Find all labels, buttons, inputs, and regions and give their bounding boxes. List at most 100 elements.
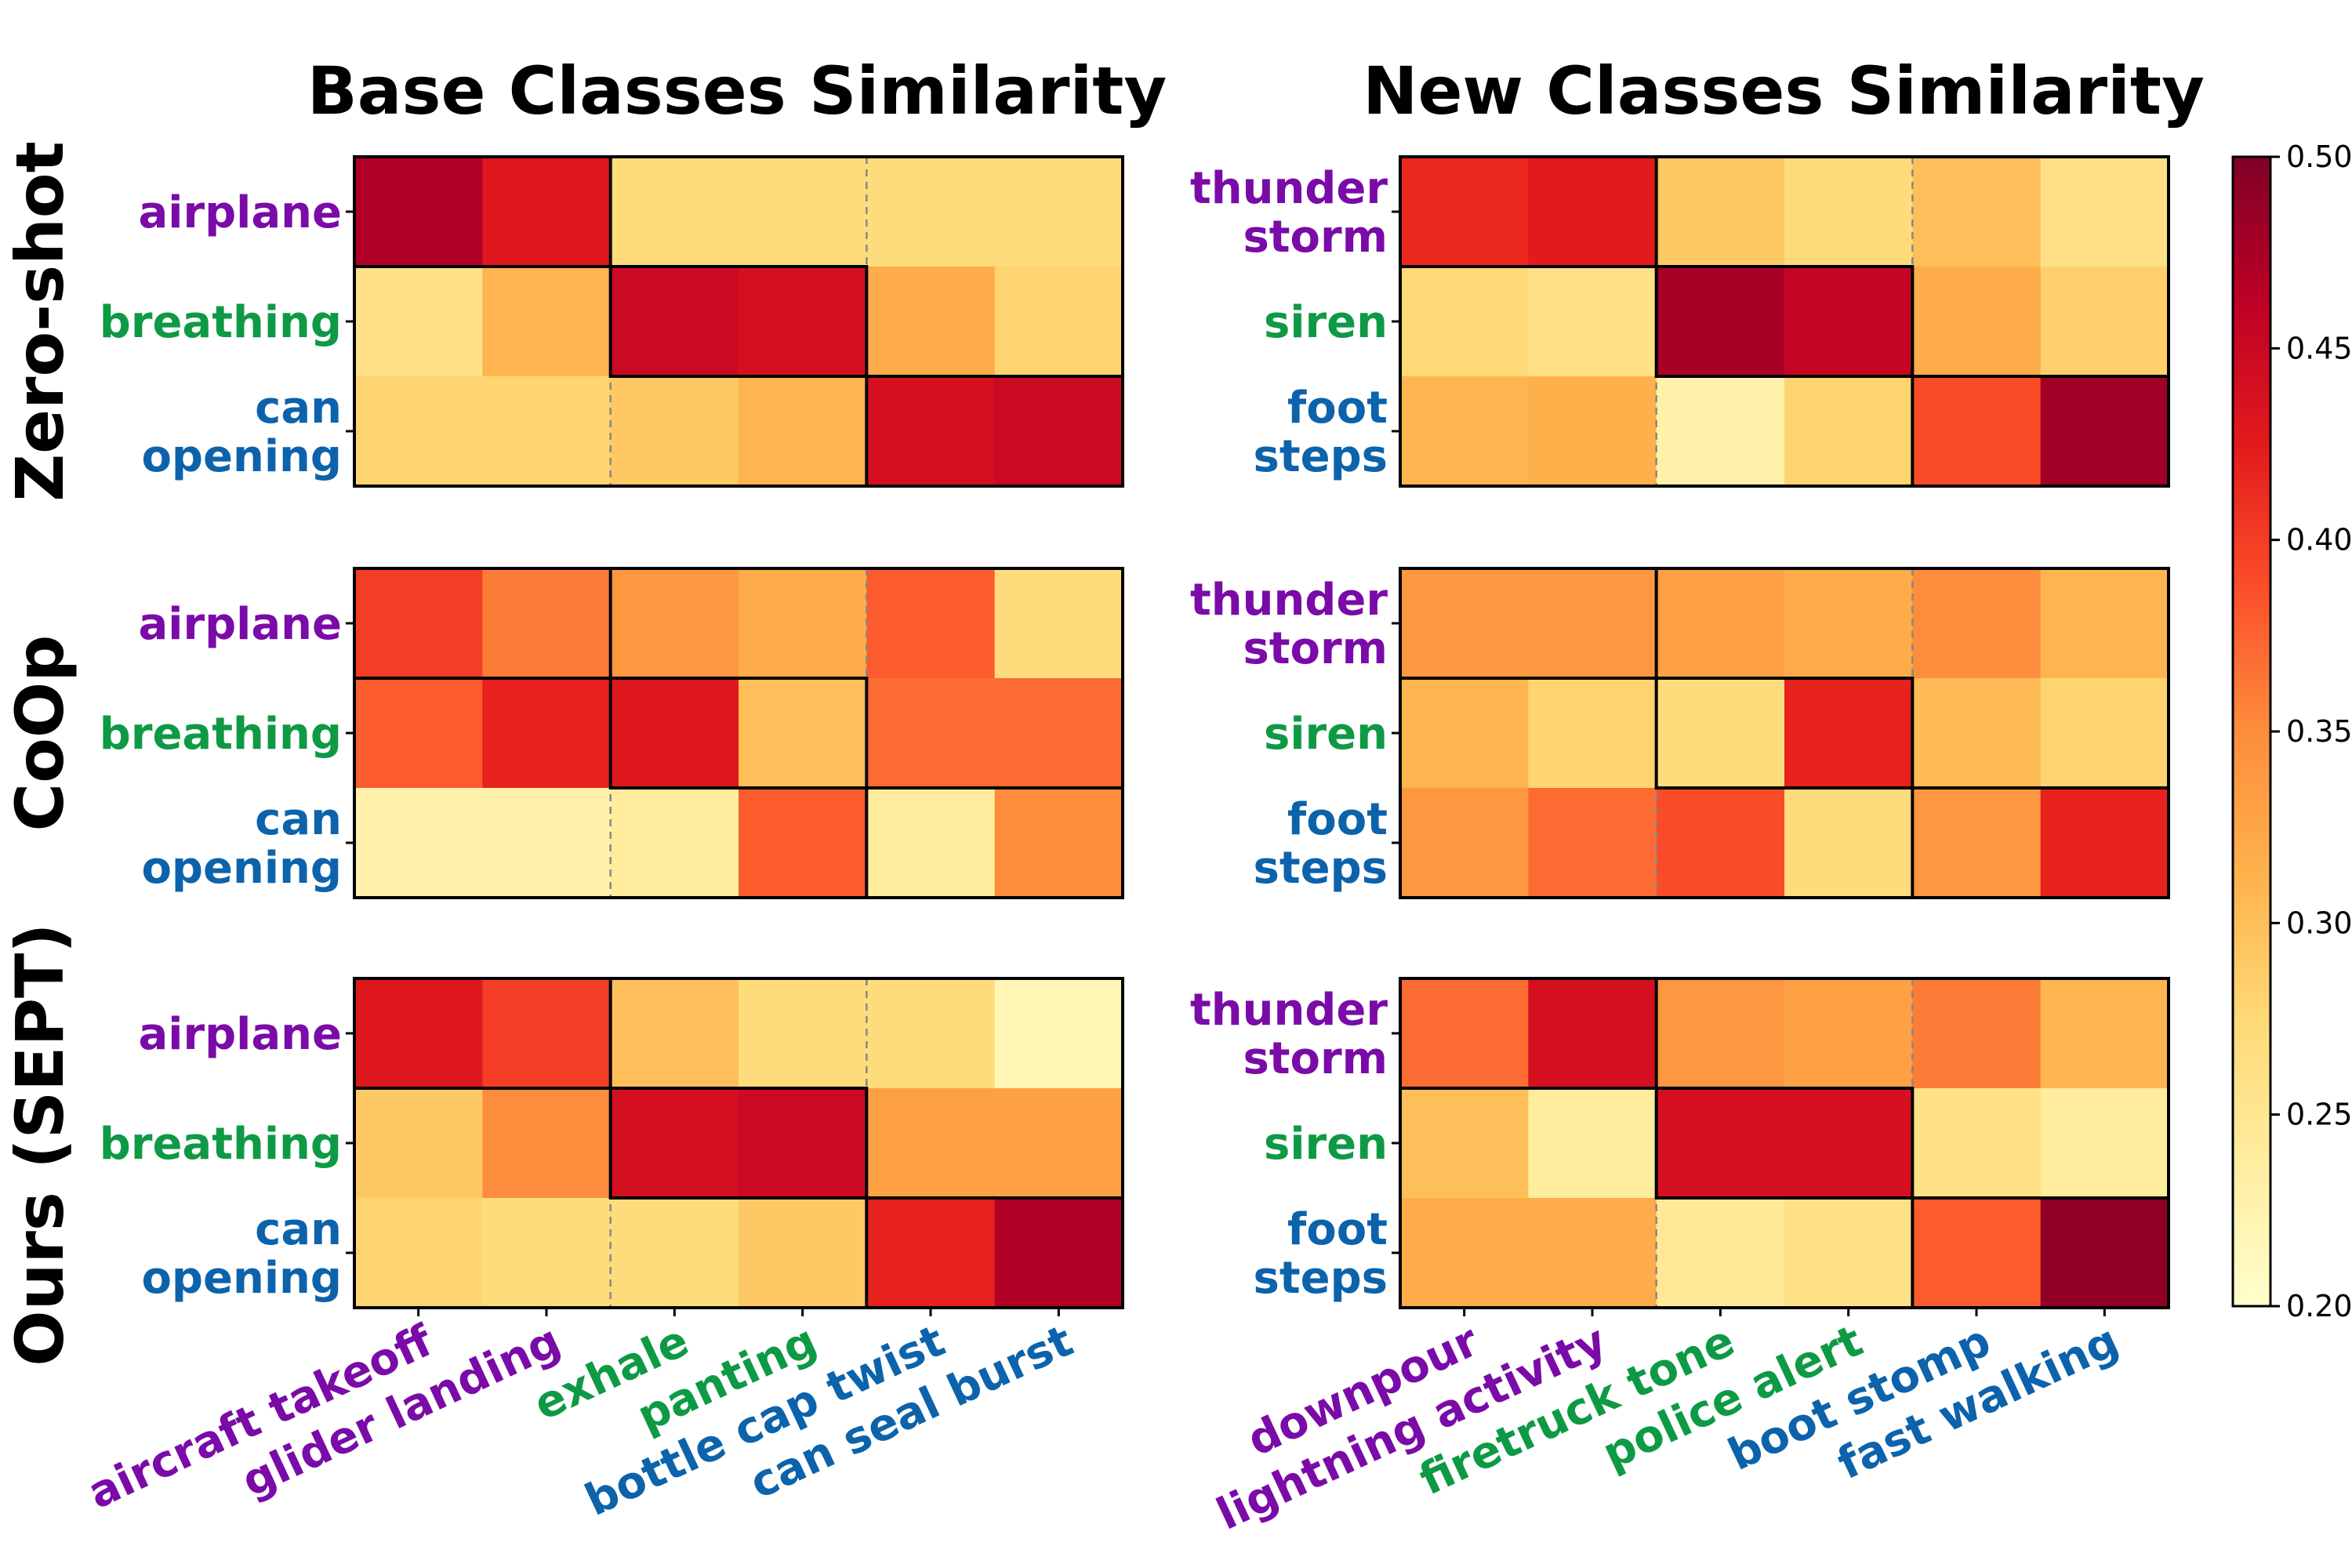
heatmap-base-1: airplane breathing can opening (100, 155, 1125, 488)
row-label-line: airplane (138, 187, 342, 238)
group-highlight-box (1654, 1087, 1915, 1200)
heatmap-cell (866, 568, 996, 679)
row-label: thunder storm (1190, 575, 1388, 674)
row-label: foot steps (1254, 383, 1388, 482)
heatmap-cell (482, 267, 612, 377)
row-label: foot steps (1254, 794, 1388, 894)
row-label-line: can (255, 383, 342, 434)
heatmap-cell (994, 157, 1123, 267)
row-label: breathing (100, 297, 342, 348)
heatmap-cell (482, 157, 612, 267)
heatmap-cell (1912, 678, 2042, 789)
heatmap-cell (610, 267, 739, 377)
heatmap-cell (1528, 678, 1657, 789)
row-label-line: storm (1243, 623, 1388, 674)
row-label-line: breathing (100, 709, 342, 760)
method-label-coop: CoOp (2, 635, 78, 832)
heatmap-cell (482, 1198, 612, 1308)
panel-title-new: New Classes Similarity (1363, 53, 2205, 129)
row-label-line: foot (1287, 1204, 1388, 1255)
colorbar: 0.20 0.25 0.30 0.35 0.40 0.45 0.50 (2231, 140, 2352, 1323)
row-label: siren (1264, 709, 1388, 760)
heatmap-cell (994, 1198, 1123, 1308)
heatmap-cell (1656, 376, 1785, 487)
row-label-line: breathing (100, 1119, 342, 1170)
row-label-line: can (255, 1204, 342, 1255)
row-label-line: siren (1264, 297, 1388, 348)
row-label: can opening (141, 794, 342, 894)
group-highlight-box (1654, 265, 1915, 378)
heatmap-cell (1656, 1198, 1785, 1308)
row-label-line: airplane (138, 599, 342, 650)
heatmap-cell (1784, 267, 1913, 377)
heatmap-cell (1784, 788, 1913, 898)
heatmap-cell (482, 678, 612, 789)
heatmap-cell (994, 1088, 1123, 1199)
heatmap-cell (866, 267, 996, 377)
heatmap-cell (994, 978, 1123, 1089)
heatmap-cell (1912, 788, 2042, 898)
heatmap-cell (994, 267, 1123, 377)
heatmap-cell (610, 568, 739, 679)
heatmap-cell (866, 1198, 996, 1308)
heatmap-cell (1784, 1198, 1913, 1308)
heatmap-cell (1656, 267, 1785, 377)
heatmap-cell (2040, 1198, 2169, 1308)
row-label: can opening (141, 383, 342, 482)
heatmap-cell (1912, 978, 2042, 1089)
heatmap-cell (1400, 157, 1529, 267)
row-label-line: siren (1264, 1119, 1388, 1170)
heatmap-cell (1656, 568, 1785, 679)
row-label: thunder storm (1190, 985, 1388, 1084)
row-label: airplane (138, 187, 342, 238)
heatmap-cell (1400, 267, 1529, 377)
heatmap-cell (610, 678, 739, 789)
heatmap-cell (1528, 267, 1657, 377)
heatmap-cell (482, 788, 612, 898)
heatmap-cell (610, 1198, 739, 1308)
row-label-line: airplane (138, 1009, 342, 1060)
heatmap-cell (354, 1198, 483, 1308)
heatmap-cell (1400, 1088, 1529, 1199)
heatmap-cell (2040, 376, 2169, 487)
heatmap-cell (2040, 788, 2169, 898)
colorbar-tick-label: 0.45 (2286, 331, 2352, 365)
heatmap-cell (739, 678, 867, 789)
row-label-line: storm (1243, 212, 1388, 263)
heatmap-cell (1912, 267, 2042, 377)
heatmap-base-2: airplane breathing can opening (100, 567, 1125, 899)
heatmap-cell (1784, 568, 1913, 679)
colorbar-tick-label: 0.25 (2286, 1098, 2352, 1132)
row-label: thunder storm (1190, 163, 1388, 263)
heatmap-cell (739, 1198, 867, 1308)
row-label-line: opening (141, 431, 342, 482)
heatmap-cell (1528, 568, 1657, 679)
row-label-line: can (255, 794, 342, 845)
heatmap-cell (1912, 376, 2042, 487)
heatmap-new-2: thunder storm siren foot steps (1190, 567, 2170, 899)
heatmap-cell (354, 157, 483, 267)
row-label-line: opening (141, 1253, 342, 1304)
heatmap-new-1: thunder storm siren foot steps (1190, 155, 2170, 488)
heatmap-cell (739, 978, 867, 1089)
heatmap-cell (866, 1088, 996, 1199)
heatmap-cell (1784, 978, 1913, 1089)
heatmap-cell (739, 568, 867, 679)
row-label: breathing (100, 1119, 342, 1170)
row-label-line: storm (1243, 1033, 1388, 1084)
row-label-line: siren (1264, 709, 1388, 760)
heatmap-cell (866, 978, 996, 1089)
heatmap-cell (2040, 1088, 2169, 1199)
heatmap-cell (354, 788, 483, 898)
method-label-ours-sept: Ours (SEPT) (2, 923, 78, 1366)
heatmap-cell (482, 978, 612, 1089)
panel-title-base: Base Classes Similarity (307, 53, 1167, 129)
heatmap-cell (739, 376, 867, 487)
heatmap-cell (739, 788, 867, 898)
group-highlight-box (608, 1087, 869, 1200)
colorbar-tick-label: 0.30 (2286, 906, 2352, 940)
row-label-line: thunder (1190, 575, 1388, 626)
